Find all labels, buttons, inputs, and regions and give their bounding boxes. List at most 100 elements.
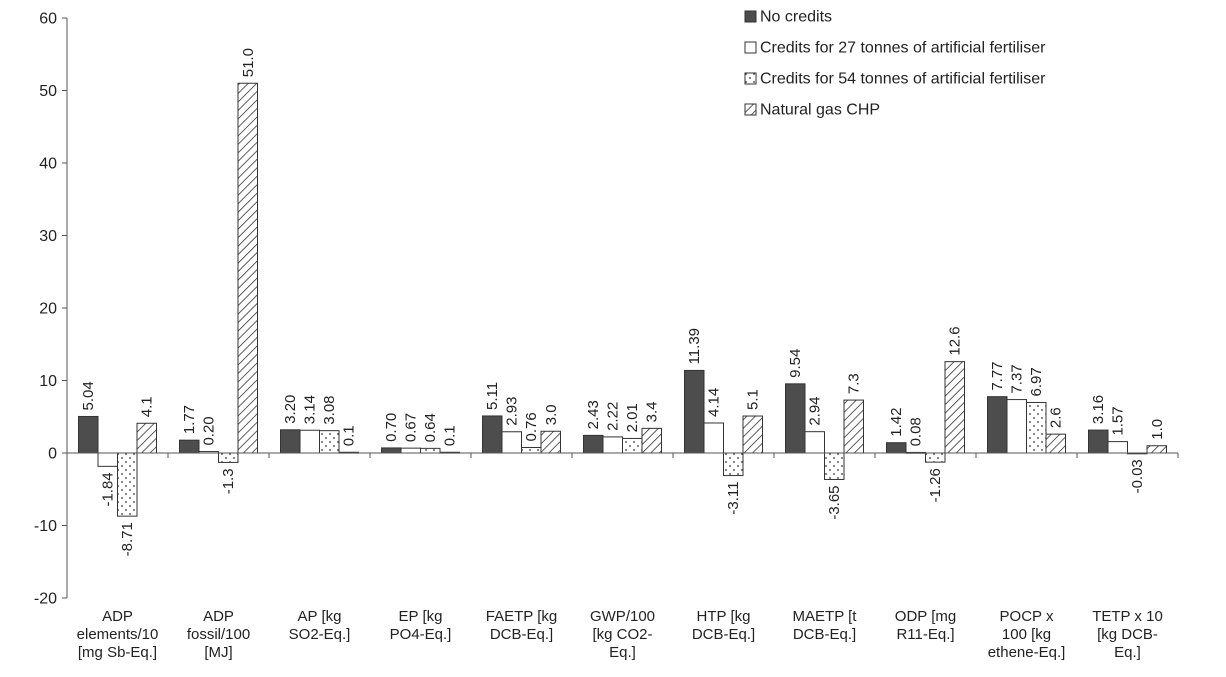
data-label: 3.20 [282, 395, 299, 424]
data-label: 5.1 [745, 389, 762, 410]
data-label: -1.84 [100, 472, 117, 506]
data-label: 0.1 [442, 425, 459, 446]
x-tick-label: ODP [mg [895, 608, 956, 625]
y-tick-label: 40 [39, 156, 57, 173]
data-label: 0.20 [201, 416, 218, 445]
x-tick-label: DCB-Eq.] [692, 626, 755, 643]
legend-label: Credits for 27 tonnes of artificial fert… [760, 40, 1046, 57]
bar [482, 415, 503, 454]
bar [742, 415, 763, 454]
data-label: 0.76 [523, 412, 540, 441]
bar [136, 422, 157, 454]
bar [1045, 433, 1066, 454]
x-tick-label: TETP x 10 [1092, 608, 1163, 625]
data-label: 2.93 [504, 397, 521, 426]
x-tick-label: fossil/100 [187, 626, 250, 643]
bar [785, 383, 806, 454]
data-label: 0.1 [341, 425, 358, 446]
data-label: 1.42 [888, 408, 905, 437]
data-label: 4.1 [139, 396, 156, 417]
data-label: 2.22 [605, 402, 622, 431]
legend-swatch [744, 10, 757, 23]
bar [987, 396, 1008, 454]
bar [886, 442, 907, 454]
bar [843, 399, 864, 454]
data-label: -8.71 [119, 522, 136, 556]
data-label: 0.67 [403, 413, 420, 442]
data-label: 0.64 [422, 413, 439, 442]
legend: No credits Credits for 27 tonnes of artif… [744, 9, 1046, 119]
bar [1088, 429, 1109, 454]
bar [280, 429, 301, 454]
bar [319, 430, 340, 454]
bar [179, 439, 200, 454]
bar [400, 447, 421, 454]
x-tick-label: MAETP [t [793, 608, 858, 625]
data-label: 3.16 [1090, 395, 1107, 424]
y-tick-label: 30 [39, 228, 57, 245]
bar [622, 437, 643, 454]
bar [1146, 445, 1167, 454]
x-tick-label: PO4-Eq.] [390, 626, 452, 643]
bar [97, 452, 118, 467]
y-tick-label: 60 [39, 11, 57, 28]
data-label: 1.0 [1149, 419, 1166, 440]
bar [1026, 401, 1047, 454]
legend-label: Natural gas CHP [760, 102, 880, 119]
data-label: 5.04 [80, 381, 97, 410]
data-label: 6.97 [1028, 367, 1045, 396]
bar [925, 452, 946, 463]
x-tick-label: Eq.] [609, 644, 636, 661]
bar [1107, 441, 1128, 454]
bar [299, 429, 320, 454]
legend-label: No credits [760, 9, 832, 26]
bar [703, 422, 724, 454]
data-label: 3.0 [543, 404, 560, 425]
x-tick-label: [mg Sb-Eq.] [78, 644, 157, 661]
x-tick-label: R11-Eq.] [896, 626, 954, 643]
data-label: 7.77 [989, 361, 1006, 390]
data-label: 9.54 [787, 349, 804, 378]
data-label: 3.4 [644, 401, 661, 422]
x-tick-label: [kg DCB- [1097, 626, 1158, 643]
data-label: 2.43 [585, 400, 602, 429]
legend-swatch [744, 41, 757, 54]
legend-swatch [744, 72, 757, 85]
bar [583, 434, 604, 454]
data-label: 2.94 [807, 396, 824, 425]
bar [684, 369, 705, 454]
zero-axis [66, 452, 1179, 458]
bar [602, 436, 623, 454]
bar [944, 361, 965, 454]
bar [420, 447, 441, 454]
bar [117, 452, 138, 517]
data-label: 7.37 [1009, 364, 1026, 393]
y-tick-label: -20 [34, 591, 57, 608]
x-tick-label: elements/10 [77, 626, 159, 643]
x-tick-label: HTP [kg [697, 608, 751, 625]
y-tick-label: -10 [34, 518, 57, 535]
x-tick-label: GWP/100 [590, 608, 655, 625]
bar [501, 431, 522, 454]
data-label: 2.6 [1048, 407, 1065, 428]
x-tick-label: FAETP [kg [486, 608, 557, 625]
bar [218, 452, 239, 463]
data-label: 7.3 [846, 373, 863, 394]
y-tick-label: 20 [39, 301, 57, 318]
data-label: -1.26 [927, 468, 944, 502]
x-tick-label: DCB-Eq.] [793, 626, 856, 643]
x-tick-label: [kg CO2- [592, 626, 652, 643]
data-label: 1.57 [1110, 406, 1127, 435]
x-tick-label: ADP [203, 608, 234, 625]
bar [804, 431, 825, 454]
x-tick-label: 100 [kg [1002, 626, 1051, 643]
bar [723, 452, 744, 477]
y-tick-label: 0 [48, 446, 57, 463]
data-label: -3.11 [725, 482, 742, 515]
bar [540, 430, 561, 454]
data-label: 0.70 [383, 413, 400, 442]
data-label: 4.14 [706, 388, 723, 417]
y-axis: -20 -10 0 10 20 30 40 50 60 [34, 11, 68, 608]
